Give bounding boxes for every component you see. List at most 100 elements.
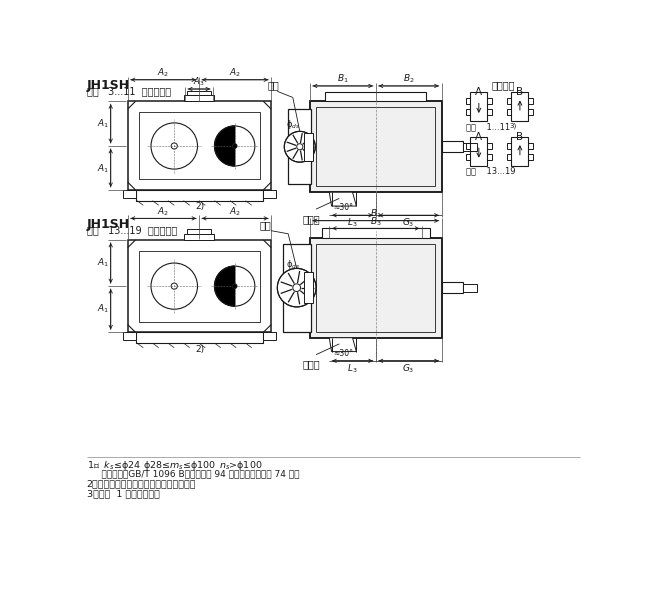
Bar <box>135 190 263 201</box>
Text: $B_2$: $B_2$ <box>402 73 414 85</box>
Bar <box>310 101 441 192</box>
Text: 规格    1...11: 规格 1...11 <box>467 122 510 131</box>
Bar <box>465 143 471 149</box>
Text: B: B <box>516 87 523 98</box>
Text: 2): 2) <box>195 202 204 211</box>
Bar <box>507 154 512 160</box>
Text: $A_2$: $A_2$ <box>157 67 170 79</box>
Bar <box>441 141 463 152</box>
Text: 规格    13...19: 规格 13...19 <box>467 167 516 176</box>
Bar <box>528 98 533 104</box>
Bar <box>465 154 471 160</box>
Bar <box>465 109 471 115</box>
Bar <box>471 137 488 166</box>
Bar <box>310 237 441 337</box>
Text: 进气孔: 进气孔 <box>302 359 320 369</box>
Text: ϕ$_{ds}$: ϕ$_{ds}$ <box>286 258 300 271</box>
Bar <box>507 109 512 115</box>
Text: 3): 3) <box>510 122 517 129</box>
Bar <box>128 101 271 190</box>
Circle shape <box>278 268 316 307</box>
Polygon shape <box>330 337 356 351</box>
Text: A: A <box>475 87 482 98</box>
Circle shape <box>233 284 237 288</box>
Text: $B_3$: $B_3$ <box>370 215 382 228</box>
Text: JH1SH: JH1SH <box>86 219 130 231</box>
Text: $A_1$: $A_1$ <box>97 117 109 130</box>
Text: $B_1$: $B_1$ <box>337 73 348 85</box>
Bar <box>310 237 441 337</box>
Wedge shape <box>235 266 255 306</box>
Bar <box>528 143 533 149</box>
Text: 3）规格  1 号不带风扇。: 3）规格 1 号不带风扇。 <box>86 489 159 498</box>
Bar <box>463 143 477 151</box>
Bar <box>128 240 271 332</box>
Text: $G_3$: $G_3$ <box>402 362 415 375</box>
Bar <box>310 101 441 192</box>
Bar <box>465 98 471 104</box>
Text: ≈30°: ≈30° <box>333 348 353 358</box>
Text: 1）  $k_s$≤ϕ24: 1） $k_s$≤ϕ24 <box>86 459 140 472</box>
Bar <box>488 143 492 149</box>
Bar <box>304 273 313 303</box>
Bar <box>316 107 436 186</box>
Bar <box>138 112 260 179</box>
Text: $A_1$: $A_1$ <box>97 303 109 316</box>
Text: $A_2$: $A_2$ <box>229 205 240 217</box>
Wedge shape <box>235 126 255 166</box>
Bar <box>512 92 528 121</box>
Bar <box>488 154 492 160</box>
Text: ϕ28≤$m_s$≤ϕ100: ϕ28≤$m_s$≤ϕ100 <box>143 459 216 472</box>
Text: $L_3$: $L_3$ <box>347 362 358 375</box>
Bar <box>463 284 477 291</box>
Text: $n_s$>ϕ100: $n_s$>ϕ100 <box>219 459 263 472</box>
Bar <box>263 190 276 198</box>
Bar <box>123 190 135 198</box>
Text: $B_1$: $B_1$ <box>370 208 382 220</box>
Text: 规格   3...11  带冷却风扇: 规格 3...11 带冷却风扇 <box>86 86 171 96</box>
Text: ≈30°: ≈30° <box>333 203 353 212</box>
Polygon shape <box>330 192 356 206</box>
Text: $A_1$: $A_1$ <box>97 162 109 175</box>
Bar <box>185 234 214 240</box>
Bar <box>135 332 263 343</box>
Text: A: A <box>475 132 482 142</box>
Circle shape <box>233 144 237 148</box>
Text: 轴端平键为GB/T 1096 B型，参见第 94 页；中心孔参见第 74 页。: 轴端平键为GB/T 1096 B型，参见第 94 页；中心孔参见第 74 页。 <box>86 469 299 478</box>
Bar <box>326 92 426 101</box>
Text: $A_2$: $A_2$ <box>157 205 170 217</box>
Text: 2): 2) <box>195 345 204 354</box>
Text: 规格   13...19  带冷却风扇: 规格 13...19 带冷却风扇 <box>86 225 177 236</box>
Wedge shape <box>214 266 235 306</box>
Bar <box>512 137 528 166</box>
Circle shape <box>296 144 303 150</box>
Bar <box>507 98 512 104</box>
Circle shape <box>293 284 300 291</box>
Bar <box>123 332 135 340</box>
Bar <box>441 282 463 293</box>
Text: JH1SH: JH1SH <box>86 79 130 92</box>
Bar <box>263 332 276 340</box>
Text: $A_2$: $A_2$ <box>229 67 240 79</box>
Bar <box>187 229 211 234</box>
Text: 风扇: 风扇 <box>267 81 279 90</box>
Bar <box>528 109 533 115</box>
Bar <box>316 244 436 331</box>
Bar <box>187 90 211 95</box>
Bar <box>471 92 488 121</box>
Text: B: B <box>516 132 523 142</box>
Text: $A_1$: $A_1$ <box>97 257 109 270</box>
Text: $A_3$: $A_3$ <box>193 76 205 88</box>
Text: $L_3$: $L_3$ <box>347 217 358 229</box>
Bar <box>488 98 492 104</box>
Bar <box>283 244 311 331</box>
Bar <box>322 228 430 237</box>
Text: 风扇: 风扇 <box>259 220 271 230</box>
Circle shape <box>284 131 315 162</box>
Text: 进气孔: 进气孔 <box>302 214 320 224</box>
Text: 2）在安装基础螺栓前，应先拆下风扇罩。: 2）在安装基础螺栓前，应先拆下风扇罩。 <box>86 480 196 489</box>
Bar <box>288 109 311 185</box>
Bar <box>528 154 533 160</box>
Wedge shape <box>214 126 235 166</box>
Bar <box>488 109 492 115</box>
